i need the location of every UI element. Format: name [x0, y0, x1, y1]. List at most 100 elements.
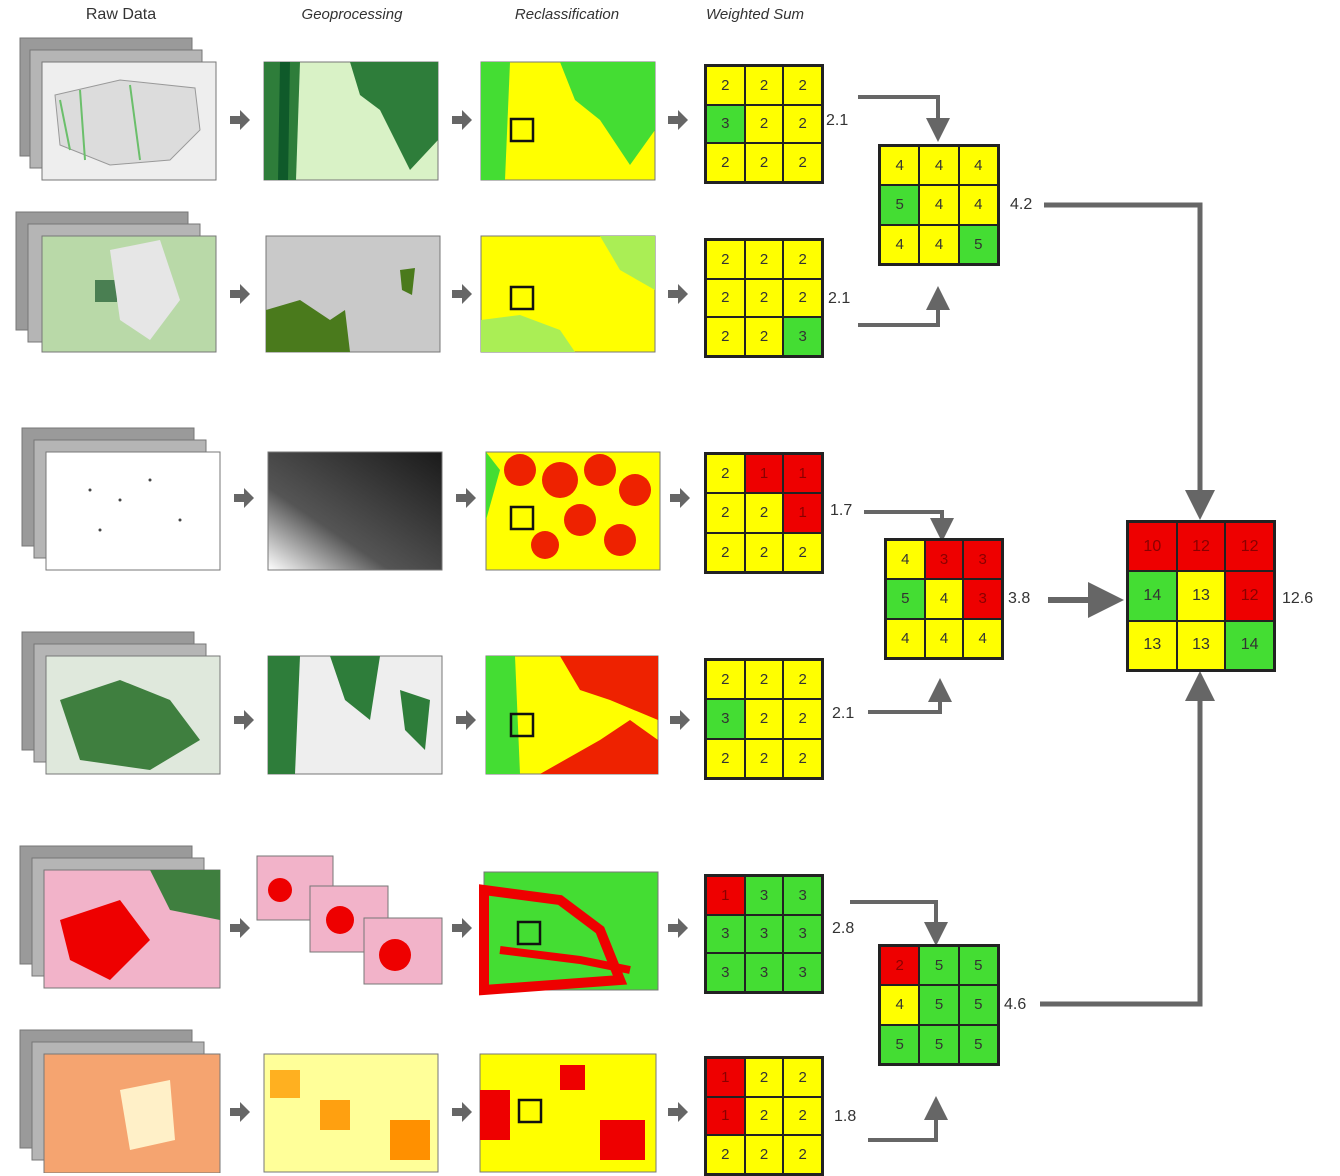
grid-cell: 1: [706, 1096, 745, 1136]
grid-cell: 3: [706, 104, 745, 144]
reclass-map-1: [480, 61, 656, 181]
grid-cell: 12: [1225, 571, 1274, 621]
grid-cell: 4: [886, 618, 925, 658]
grid-cell: 2: [744, 1096, 784, 1136]
grid-cell: 3: [744, 914, 784, 954]
grid-cell: 2: [783, 143, 822, 182]
grid-cell: 3: [783, 317, 822, 356]
grid-cell: 2: [783, 1058, 822, 1097]
grid-cell: 2: [783, 1135, 822, 1174]
reclass-map-5: [479, 871, 659, 996]
grid-cell: 5: [880, 185, 920, 225]
grid-cell: 2: [783, 699, 822, 739]
row-arrows: [230, 110, 690, 1122]
grid-cell: 5: [886, 579, 925, 619]
grid-cell: 1: [706, 876, 745, 915]
grid-cell: 2: [744, 1135, 784, 1174]
grid-cell: 5: [958, 224, 998, 264]
grid-cell: 2: [706, 143, 745, 182]
grid-cell: 2: [783, 104, 822, 144]
grid-cell: 12: [1225, 522, 1274, 572]
grid-cell: 2: [706, 278, 745, 318]
grid-cell: 2: [744, 240, 784, 279]
grid-cell: 4: [919, 185, 959, 225]
grid-cell: 3: [924, 540, 964, 580]
grid-cell: 2: [744, 493, 784, 533]
grid-cell: 3: [963, 540, 1002, 580]
raw-data-stack-1: [19, 37, 217, 181]
geoprocessing-map-4: [267, 655, 443, 775]
grid-cell: 2: [744, 699, 784, 739]
reclass-map-4: [485, 655, 659, 775]
weighted-grid-3-score: 1.7: [830, 502, 853, 519]
grid-cell: 5: [958, 985, 998, 1025]
grid-cell: 2: [744, 1058, 784, 1097]
grid-cell: 3: [783, 876, 822, 915]
grid-cell: 10: [1128, 522, 1177, 572]
grid-cell: 2: [744, 66, 784, 105]
grid-cell: 4: [924, 618, 964, 658]
merged-grid-2-score: 3.8: [1008, 590, 1031, 607]
grid-cell: 4: [880, 224, 920, 264]
grid-cell: 4: [919, 224, 959, 264]
grid-cell: 2: [783, 240, 822, 279]
grid-cell: 4: [919, 146, 959, 186]
grid-cell: 4: [886, 540, 925, 580]
merge-connectors: [850, 95, 1215, 1142]
grid-cell: 3: [963, 579, 1002, 619]
grid-cell: 4: [880, 985, 920, 1025]
grid-cell: 2: [706, 317, 745, 356]
grid-cell: 2: [783, 66, 822, 105]
grid-cell: 3: [744, 876, 784, 915]
grid-cell: 5: [880, 1024, 920, 1064]
weighted-grid-6-score: 1.8: [834, 1108, 857, 1125]
grid-cell: 2: [744, 738, 784, 778]
grid-cell: 2: [706, 532, 745, 572]
grid-cell: 5: [958, 946, 998, 986]
grid-cell: 2: [706, 240, 745, 279]
grid-cell: 2: [783, 660, 822, 700]
grid-cell: 14: [1225, 620, 1274, 670]
final-grid: 10 12 12 14 13 12 13 13 14: [1126, 520, 1276, 672]
grid-cell: 13: [1128, 620, 1177, 670]
grid-cell: 3: [783, 953, 822, 992]
grid-cell: 2: [744, 660, 784, 700]
grid-cell: 12: [1176, 522, 1226, 572]
grid-cell: 5: [919, 985, 959, 1025]
grid-cell: 3: [706, 953, 745, 992]
grid-cell: 2: [706, 660, 745, 700]
grid-cell: 1: [783, 454, 822, 494]
grid-cell: 3: [744, 953, 784, 992]
geoprocessing-stack-5: [256, 855, 443, 985]
weighted-grid-2-score: 2.1: [828, 290, 851, 307]
grid-cell: 5: [919, 1024, 959, 1064]
grid-cell: 2: [744, 278, 784, 318]
grid-cell: 2: [706, 738, 745, 778]
grid-cell: 4: [958, 185, 998, 225]
grid-cell: 2: [744, 104, 784, 144]
geoprocessing-map-1: [263, 61, 439, 181]
reclass-map-6: [479, 1053, 657, 1173]
grid-cell: 2: [744, 532, 784, 572]
grid-cell: 4: [924, 579, 964, 619]
raw-data-stack-5: [19, 845, 221, 989]
geoprocessing-map-3: [267, 451, 443, 571]
grid-cell: 2: [783, 532, 822, 572]
merged-grid-1-score: 4.2: [1010, 196, 1033, 213]
raw-data-stack-2: [15, 211, 217, 353]
raw-data-stack-4: [21, 631, 221, 775]
grid-cell: 2: [706, 66, 745, 105]
grid-cell: 2: [744, 317, 784, 356]
grid-cell: 4: [963, 618, 1002, 658]
header-raw-data: Raw Data: [85, 6, 157, 23]
grid-cell: 4: [880, 146, 920, 186]
